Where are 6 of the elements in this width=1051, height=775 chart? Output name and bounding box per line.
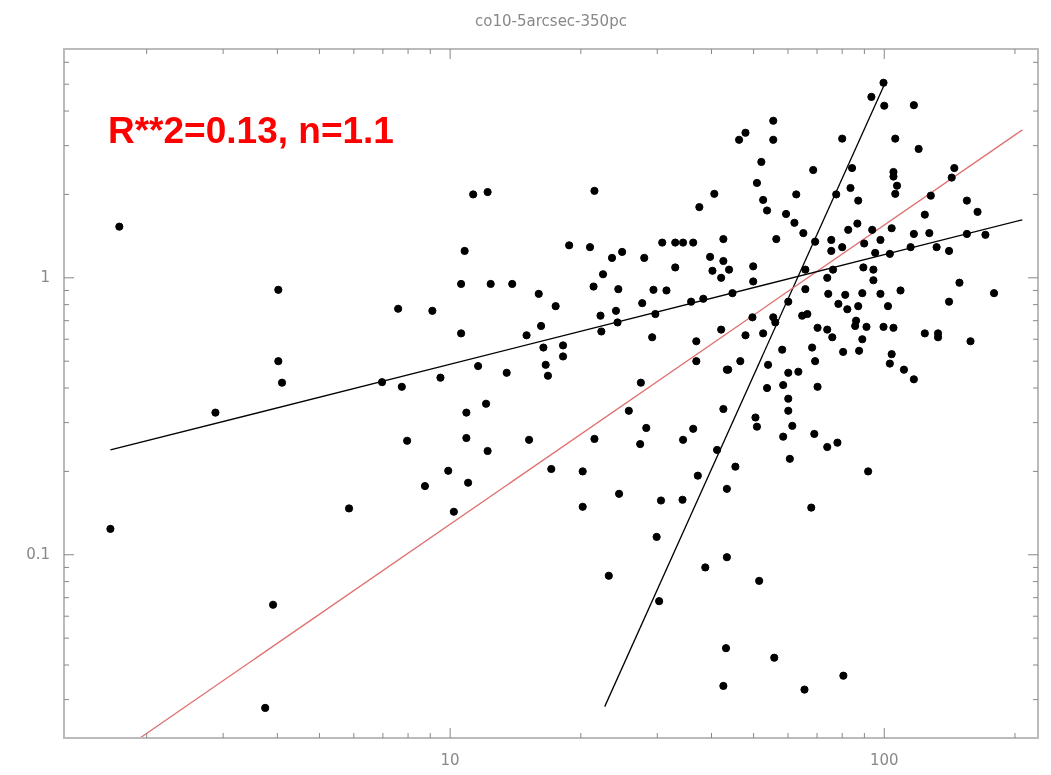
x-tick-label: 100 — [869, 750, 899, 769]
y-tick-label: 1 — [40, 267, 50, 286]
x-tick-label: 10 — [440, 750, 460, 769]
annotation: R**2=0.13, n=1.1 — [108, 110, 394, 152]
chart-title: co10-5arcsec-350pc — [475, 11, 627, 30]
y-tick-label: 0.1 — [26, 544, 50, 563]
